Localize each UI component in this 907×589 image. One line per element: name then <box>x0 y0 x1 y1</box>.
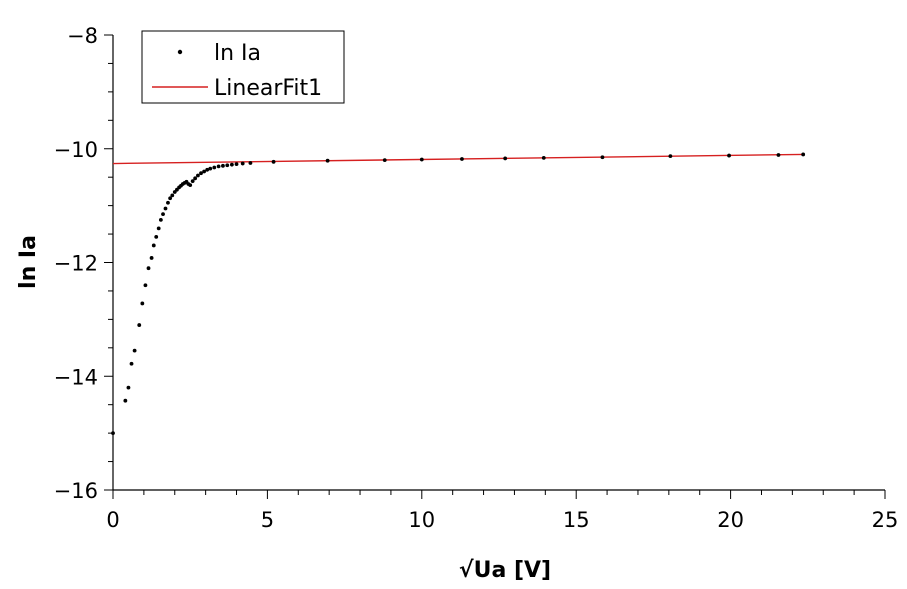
legend-box <box>141 30 345 104</box>
x-tick-label: 5 <box>261 508 274 532</box>
data-point <box>143 283 148 288</box>
data-point <box>208 166 213 171</box>
data-point <box>196 173 200 178</box>
data-point <box>205 167 210 172</box>
data-point <box>151 243 156 248</box>
x-axis-label: √Ua [V] <box>459 558 551 583</box>
data-point <box>154 235 159 239</box>
fit-line-layer <box>112 153 804 165</box>
data-point <box>600 155 605 160</box>
y-tick-label: −14 <box>54 365 98 389</box>
y-tick-label: −10 <box>54 138 98 162</box>
x-tick-label: 25 <box>872 508 899 532</box>
legend-label-points: ln Ia <box>214 41 261 66</box>
data-point <box>123 398 128 403</box>
data-point <box>199 171 203 176</box>
x-tick-label: 10 <box>408 508 435 532</box>
data-point <box>776 153 781 157</box>
legend-point-marker <box>177 49 183 55</box>
points-layer <box>111 152 806 436</box>
data-point <box>229 162 234 167</box>
y-tick-label: −12 <box>54 252 98 276</box>
x-tick-label: 0 <box>106 508 119 532</box>
data-point <box>188 183 193 188</box>
data-point <box>193 176 198 181</box>
legend-label-fit: LinearFit1 <box>214 76 322 101</box>
data-point <box>221 163 225 168</box>
x-tick-label: 20 <box>717 508 744 532</box>
data-point <box>271 159 276 164</box>
data-point <box>140 301 145 306</box>
data-point <box>382 158 387 163</box>
data-point <box>156 226 161 231</box>
series-line-linearfit1 <box>112 153 804 165</box>
data-point <box>190 179 195 184</box>
data-point <box>126 385 131 390</box>
data-point <box>149 256 154 260</box>
data-point <box>541 155 546 160</box>
data-point <box>801 152 806 157</box>
data-point <box>460 157 464 161</box>
data-point <box>132 348 137 353</box>
data-point <box>146 266 151 271</box>
data-point <box>325 158 330 163</box>
data-point <box>202 169 206 174</box>
axes: 0 5 10 15 20 25 −8 −10 −12 −14 −16 <box>54 24 899 532</box>
data-point <box>727 153 731 158</box>
data-point <box>419 157 424 162</box>
data-point <box>216 164 221 169</box>
data-point <box>129 361 134 366</box>
data-point <box>166 200 170 205</box>
data-point <box>240 161 245 166</box>
y-axis-label: ln Ia <box>16 235 41 289</box>
data-point <box>158 217 163 222</box>
y-tick-label: −16 <box>54 479 98 503</box>
y-tick-label: −8 <box>67 24 98 48</box>
data-point <box>163 206 168 211</box>
data-point <box>234 162 239 167</box>
data-point <box>225 163 230 168</box>
data-point <box>668 154 673 159</box>
data-point <box>111 431 115 436</box>
data-point <box>170 193 175 198</box>
data-point <box>503 156 508 161</box>
data-point <box>248 161 253 165</box>
legend: ln Ia LinearFit1 <box>141 30 345 104</box>
x-tick-label: 15 <box>563 508 590 532</box>
data-point <box>137 323 142 327</box>
data-point <box>161 212 165 217</box>
data-point <box>212 165 217 170</box>
data-point <box>168 196 173 201</box>
